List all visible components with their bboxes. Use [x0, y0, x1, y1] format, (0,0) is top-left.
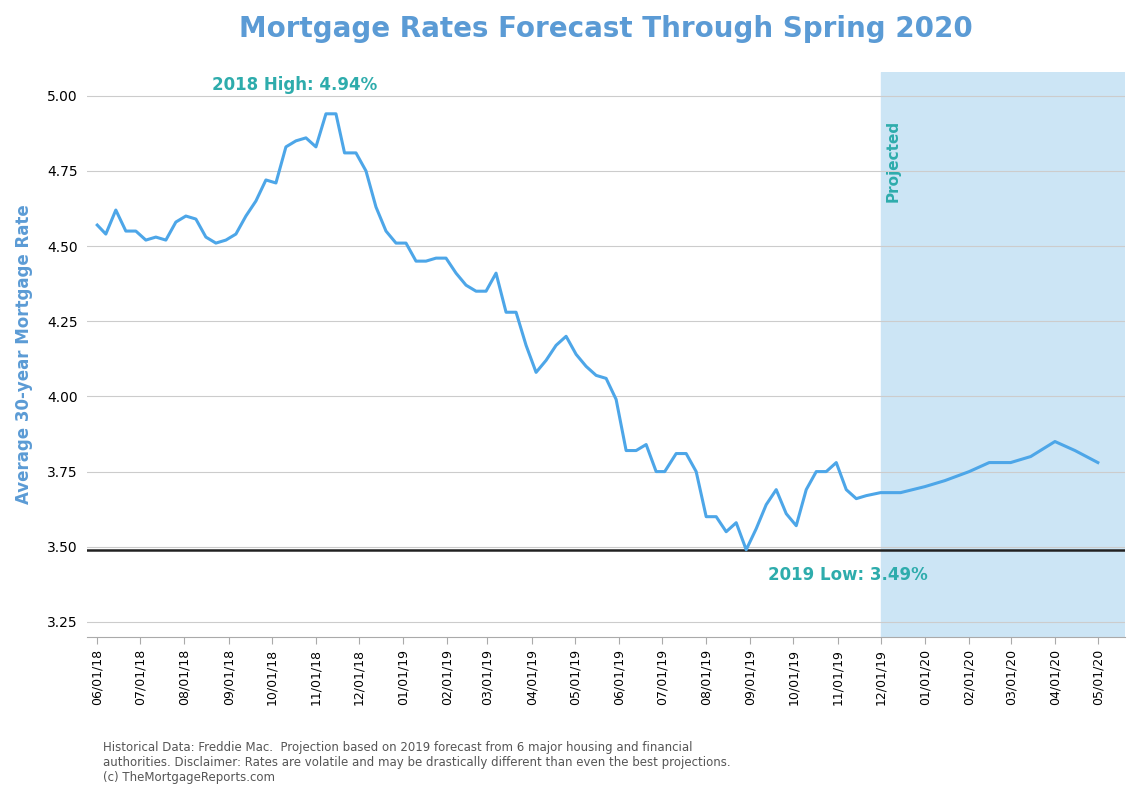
Text: 2019 Low: 3.49%: 2019 Low: 3.49% [767, 566, 928, 584]
Title: Mortgage Rates Forecast Through Spring 2020: Mortgage Rates Forecast Through Spring 2… [239, 15, 974, 43]
Y-axis label: Average 30-year Mortgage Rate: Average 30-year Mortgage Rate [15, 205, 33, 504]
Text: 2018 High: 4.94%: 2018 High: 4.94% [212, 76, 377, 94]
Text: Historical Data: Freddie Mac.  Projection based on 2019 forecast from 6 major ho: Historical Data: Freddie Mac. Projection… [103, 741, 731, 784]
Text: Projected: Projected [886, 120, 901, 202]
Bar [880, 72, 1125, 637]
